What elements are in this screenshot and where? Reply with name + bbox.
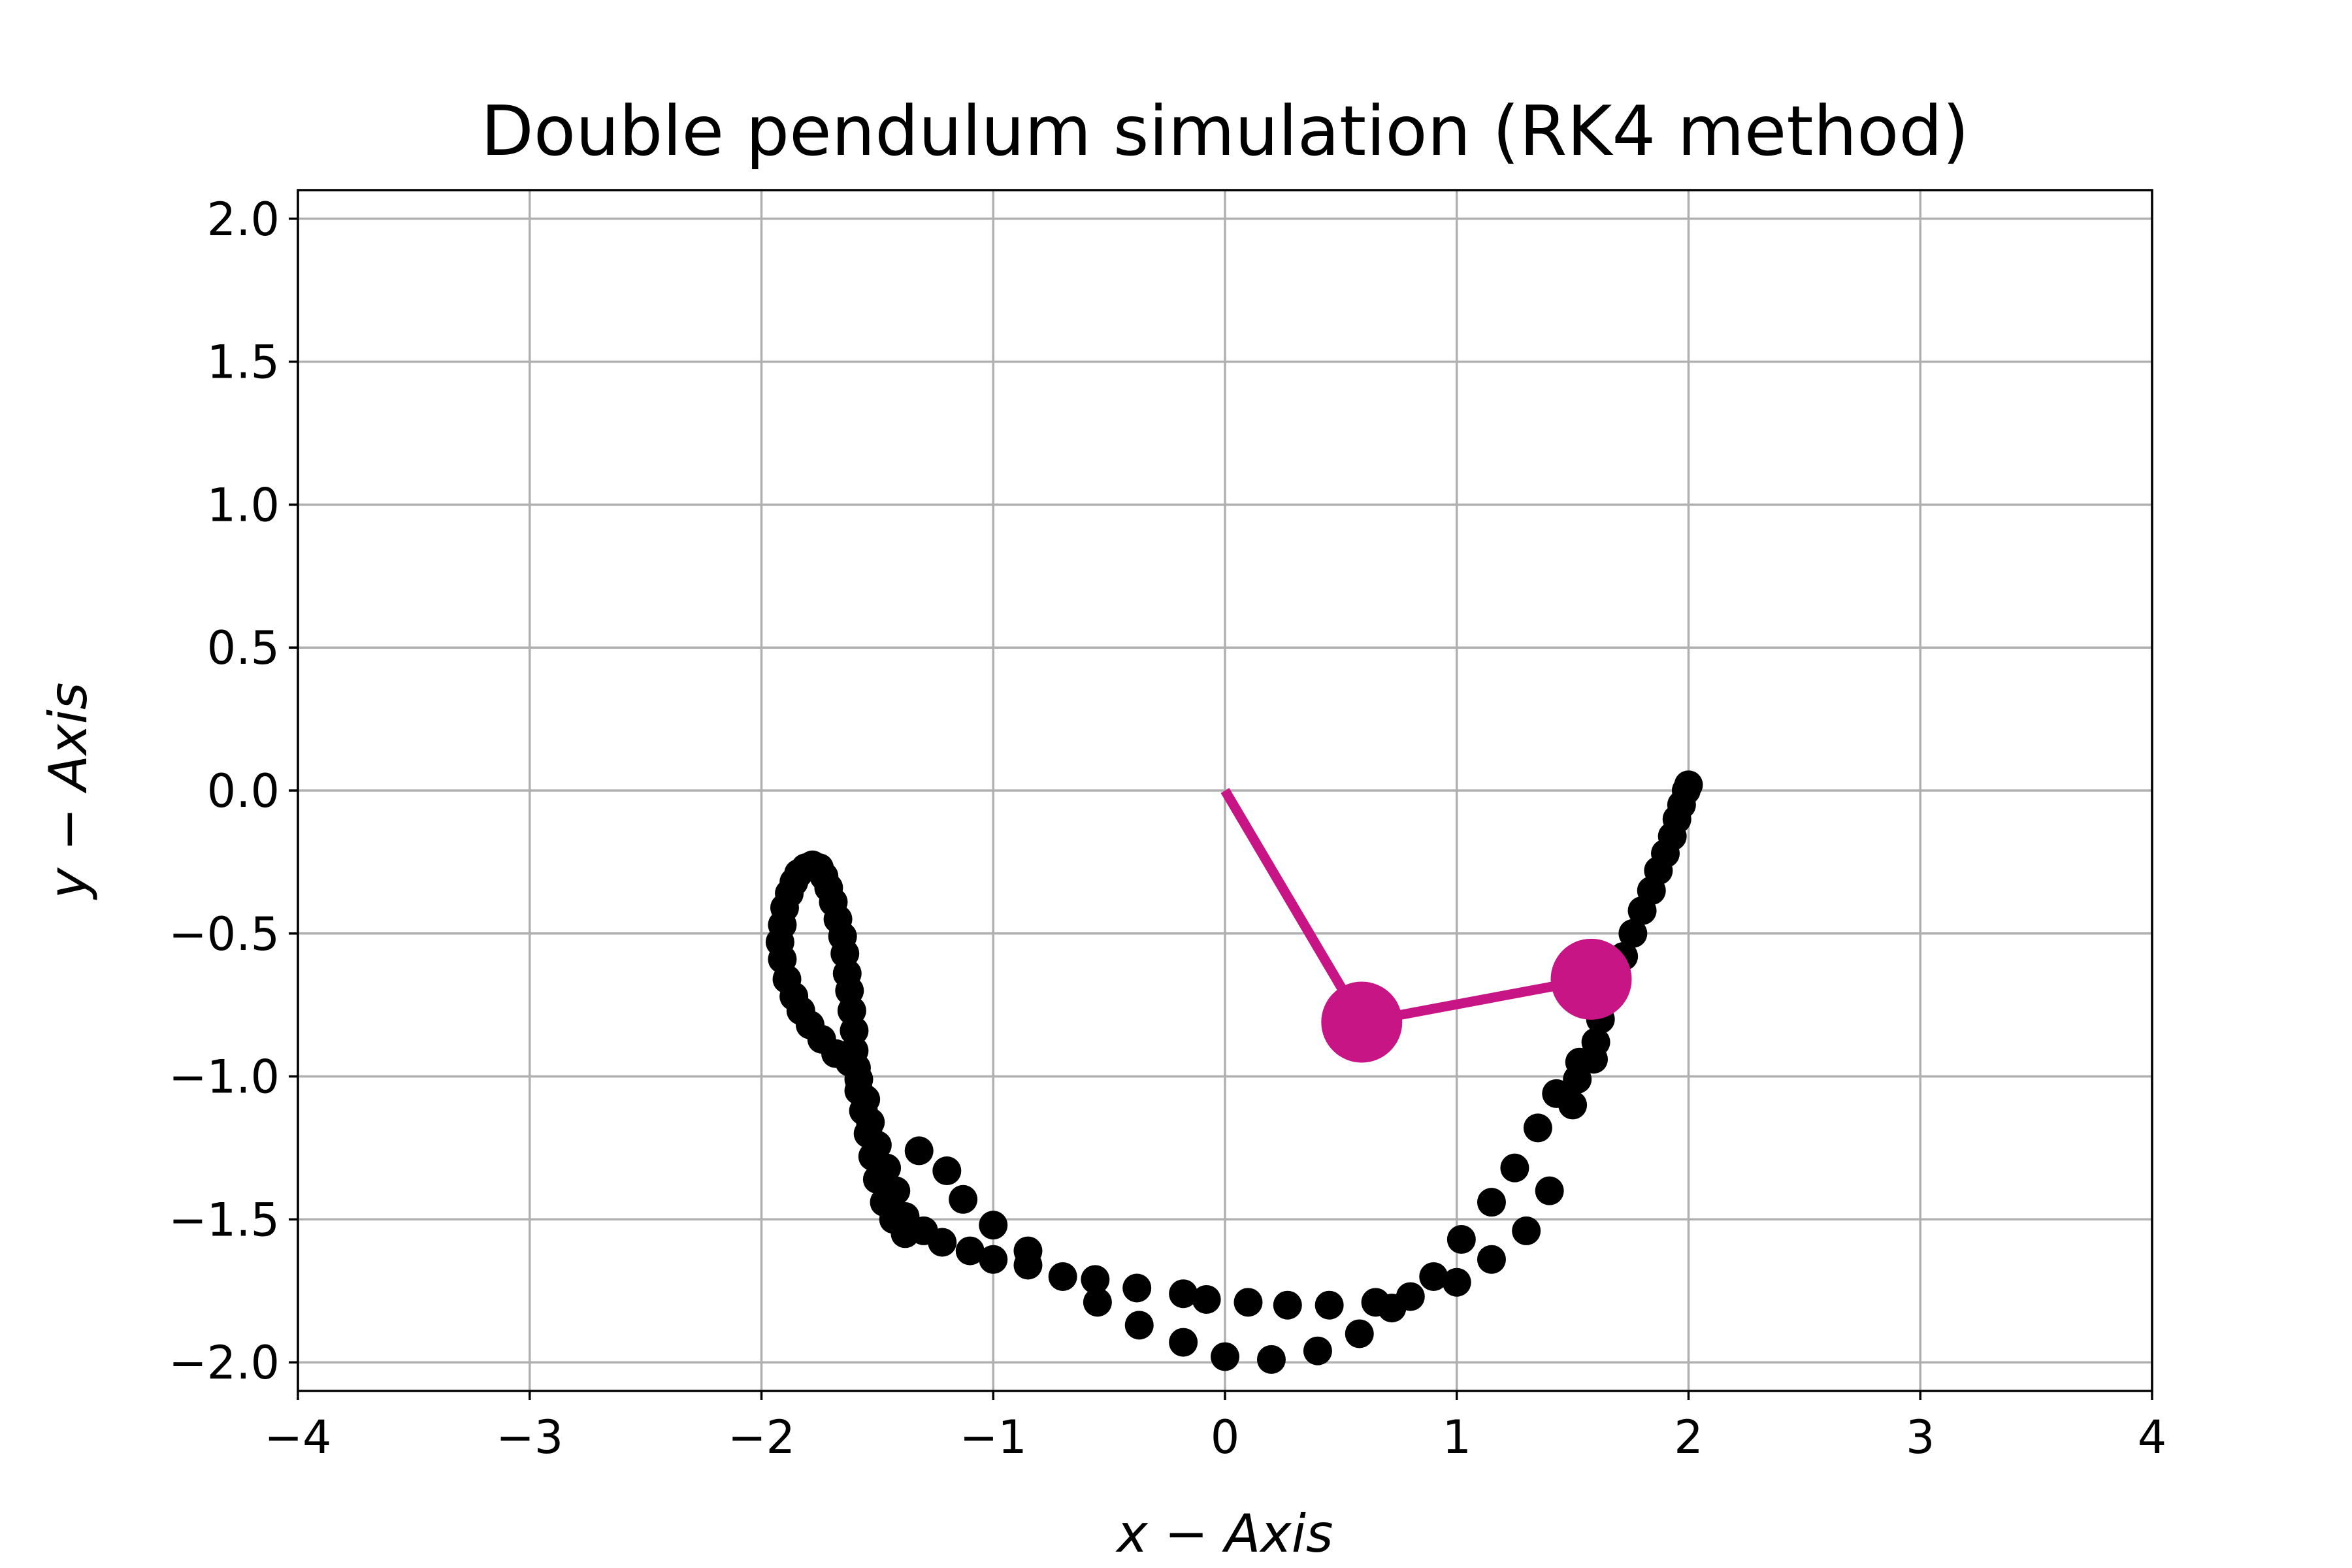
trail-point <box>1345 1319 1374 1348</box>
trail-point <box>1446 1225 1476 1254</box>
x-tick-label: 3 <box>1906 1411 1935 1464</box>
x-tick-label: 1 <box>1442 1411 1471 1464</box>
trail-point <box>904 1136 934 1166</box>
trail-point <box>1081 1265 1110 1294</box>
trail-point <box>1124 1311 1154 1340</box>
pendulum <box>1220 788 1632 1063</box>
trail-point <box>1169 1328 1198 1357</box>
trail-point <box>1500 1153 1529 1183</box>
trail-point <box>890 1219 920 1249</box>
x-tick-label: 4 <box>2138 1411 2167 1464</box>
x-axis-label: x − Axis <box>1115 1503 1333 1564</box>
y-tick-label: −2.0 <box>169 1336 280 1390</box>
trail-point <box>862 1165 892 1194</box>
x-tick-label: 2 <box>1674 1411 1703 1464</box>
x-axis-ticks: −4 −3 −2 −1 0 1 2 3 4 <box>264 1391 2166 1464</box>
x-tick-label: 0 <box>1211 1411 1240 1464</box>
trail-point <box>949 1184 978 1214</box>
y-tick-label: −1.0 <box>169 1051 280 1104</box>
y-axis-label: y − Axis <box>38 682 99 900</box>
trail-point <box>1627 896 1657 925</box>
y-axis-ticks: 2.0 1.5 1.0 0.5 0.0 −0.5 −1.0 −1.5 −2.0 <box>169 193 298 1390</box>
y-tick-label: −1.5 <box>169 1193 280 1247</box>
trail-point <box>840 1016 869 1045</box>
trail-point <box>979 1245 1008 1274</box>
trail-point <box>853 1119 883 1149</box>
trail-point <box>1169 1279 1198 1309</box>
trail-point <box>858 1142 887 1171</box>
trail-point <box>1273 1290 1302 1320</box>
trail-point <box>955 1236 985 1266</box>
trail-point <box>1563 1064 1592 1094</box>
x-tick-label: −2 <box>728 1411 795 1464</box>
trajectory-trail <box>765 770 1703 1374</box>
trail-point <box>1542 1079 1571 1108</box>
trail-point <box>1512 1216 1541 1245</box>
trail-point <box>1256 1345 1286 1374</box>
pendulum-rod-1 <box>1220 788 1366 1025</box>
chart-title: Double pendulum simulation (RK4 method) <box>481 91 1969 171</box>
x-tick-label: −1 <box>960 1411 1027 1464</box>
trail-point <box>932 1156 962 1186</box>
trail-point <box>1523 1113 1552 1143</box>
y-tick-label: 2.0 <box>207 193 280 246</box>
y-tick-label: −0.5 <box>169 907 280 961</box>
y-tick-label: 1.0 <box>207 478 280 532</box>
trail-point <box>1535 1176 1564 1205</box>
trail-point <box>1048 1262 1077 1291</box>
trail-point <box>1315 1290 1344 1320</box>
trail-point <box>1419 1262 1448 1291</box>
trail-point <box>1013 1236 1043 1266</box>
x-tick-label: −3 <box>496 1411 563 1464</box>
trail-point <box>1083 1288 1112 1317</box>
trail-point <box>1361 1288 1390 1317</box>
trail-point <box>1618 919 1648 948</box>
trail-point <box>1233 1288 1263 1317</box>
trail-point <box>1122 1273 1152 1303</box>
y-tick-label: 0.0 <box>207 764 280 818</box>
pendulum-bob-1 <box>1321 981 1403 1063</box>
trail-point <box>841 1053 871 1083</box>
y-tick-label: 0.5 <box>207 621 280 675</box>
trail-point <box>1477 1188 1506 1217</box>
trail-point <box>1477 1245 1506 1274</box>
pendulum-bob-2 <box>1550 938 1632 1020</box>
trail-point <box>979 1211 1008 1240</box>
trail-point <box>1303 1336 1332 1365</box>
trail-point <box>1211 1342 1239 1371</box>
y-tick-label: 1.5 <box>207 336 280 389</box>
trail-point <box>1442 1267 1471 1297</box>
x-tick-label: −4 <box>264 1411 331 1464</box>
trail-point <box>1192 1284 1221 1314</box>
trail-point <box>849 1096 878 1126</box>
